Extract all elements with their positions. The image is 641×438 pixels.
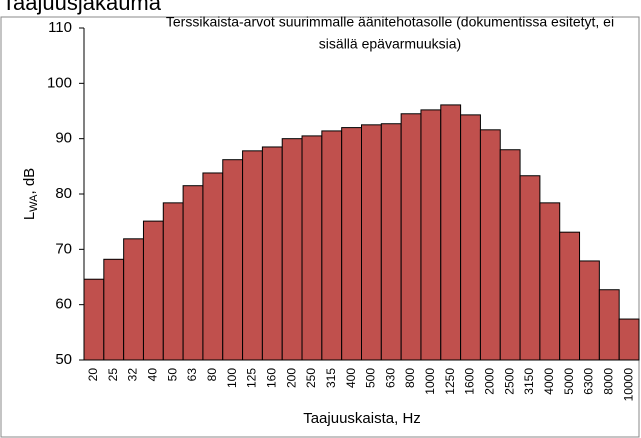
chart-title: Terssikaista-arvot suurimmalle äänitehot… bbox=[166, 14, 614, 30]
x-axis-label: Taajuuskaista, Hz bbox=[303, 410, 421, 427]
x-tick-label: 20 bbox=[86, 368, 100, 382]
bar bbox=[321, 130, 343, 361]
bar bbox=[182, 185, 204, 361]
x-tick-label: 315 bbox=[324, 368, 338, 388]
bar bbox=[579, 260, 600, 361]
x-tick-label: 200 bbox=[284, 368, 298, 388]
bar bbox=[460, 114, 481, 361]
x-tick-label: 100 bbox=[225, 368, 239, 388]
bar bbox=[83, 278, 105, 361]
x-tick-label: 630 bbox=[383, 368, 397, 388]
x-tick-label: 3150 bbox=[522, 368, 536, 395]
bar bbox=[142, 220, 164, 361]
x-tick-label: 160 bbox=[264, 368, 278, 388]
bar bbox=[440, 104, 462, 361]
x-tick-label: 63 bbox=[185, 368, 199, 382]
y-tick-label: 70 bbox=[55, 240, 72, 257]
bar bbox=[539, 202, 561, 361]
bar bbox=[281, 138, 303, 361]
y-tick-label: 60 bbox=[55, 296, 72, 313]
x-tick-label: 800 bbox=[403, 368, 417, 388]
x-tick-label: 125 bbox=[245, 368, 259, 388]
x-tick-label: 1600 bbox=[463, 368, 477, 395]
bar bbox=[103, 258, 125, 361]
bar bbox=[341, 127, 362, 361]
bar bbox=[123, 238, 144, 361]
x-tick-label: 8000 bbox=[601, 368, 615, 395]
y-tick-label: 100 bbox=[47, 74, 72, 91]
y-label-sub: WA bbox=[28, 194, 40, 212]
bar bbox=[559, 231, 581, 361]
bar bbox=[519, 175, 541, 361]
x-tick-label: 400 bbox=[344, 368, 358, 388]
bar bbox=[301, 135, 323, 361]
bar bbox=[598, 289, 620, 361]
y-tick-label: 50 bbox=[55, 351, 72, 368]
x-tick-label: 32 bbox=[126, 368, 140, 382]
y-label-part: , dB bbox=[21, 168, 38, 195]
x-tick-label: 1000 bbox=[423, 368, 437, 395]
bar bbox=[242, 150, 263, 361]
x-tick-label: 80 bbox=[205, 368, 219, 382]
bar bbox=[222, 159, 244, 361]
x-tick-label: 50 bbox=[165, 368, 179, 382]
x-tick-label: 10000 bbox=[621, 368, 635, 402]
bar bbox=[479, 129, 501, 361]
x-tick-label: 250 bbox=[304, 368, 318, 388]
x-tick-label: 1250 bbox=[443, 368, 457, 395]
y-tick-label: 80 bbox=[55, 185, 72, 202]
y-tick-label: 110 bbox=[48, 19, 72, 36]
x-tick-label: 5000 bbox=[562, 368, 576, 395]
x-tick-label: 6300 bbox=[582, 368, 596, 395]
page-heading: Taajuusjakauma bbox=[2, 0, 162, 15]
x-tick-label: 25 bbox=[106, 368, 120, 382]
bar bbox=[499, 149, 521, 361]
bar bbox=[361, 124, 382, 361]
x-tick-label: 40 bbox=[146, 368, 160, 382]
bar bbox=[261, 146, 283, 361]
bar bbox=[162, 202, 184, 361]
bar bbox=[420, 109, 442, 361]
bar bbox=[400, 113, 422, 361]
bar bbox=[618, 318, 640, 361]
x-tick-label: 4000 bbox=[542, 368, 556, 395]
y-label-part: L bbox=[21, 212, 38, 220]
bar bbox=[380, 123, 402, 361]
bar bbox=[202, 172, 224, 361]
chart-title: sisällä epävarmuuksia) bbox=[319, 36, 461, 52]
x-tick-label: 500 bbox=[364, 368, 378, 388]
x-tick-label: 2500 bbox=[502, 368, 516, 395]
x-tick-label: 2000 bbox=[483, 368, 497, 395]
y-tick-label: 90 bbox=[55, 130, 72, 147]
y-axis-label: LWA, dB bbox=[21, 168, 40, 220]
